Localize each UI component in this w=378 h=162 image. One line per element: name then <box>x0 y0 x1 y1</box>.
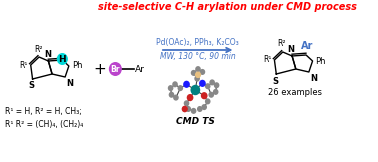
Text: N: N <box>288 45 295 54</box>
Circle shape <box>199 80 206 87</box>
Circle shape <box>194 75 200 82</box>
Circle shape <box>182 106 188 112</box>
Circle shape <box>208 92 214 98</box>
Text: Ar: Ar <box>135 64 145 74</box>
Text: N: N <box>44 50 51 59</box>
Text: H: H <box>59 54 66 64</box>
Circle shape <box>172 81 178 87</box>
Circle shape <box>197 106 203 112</box>
Text: Br: Br <box>111 64 120 74</box>
Text: R¹: R¹ <box>19 60 28 69</box>
Text: Ph: Ph <box>315 57 326 65</box>
Circle shape <box>184 100 189 106</box>
Circle shape <box>168 85 174 91</box>
Text: R²: R² <box>277 40 286 48</box>
Circle shape <box>183 81 190 88</box>
Text: site-selective C-H arylation under CMD process: site-selective C-H arylation under CMD p… <box>99 2 357 12</box>
Text: MW, 130 °C, 90 min: MW, 130 °C, 90 min <box>160 52 235 61</box>
Circle shape <box>178 85 183 91</box>
Text: S: S <box>29 81 35 91</box>
Circle shape <box>195 66 201 72</box>
Circle shape <box>191 85 200 95</box>
Text: 26 examples: 26 examples <box>268 88 322 97</box>
Circle shape <box>191 70 197 76</box>
Text: +: + <box>93 62 106 76</box>
Circle shape <box>205 83 211 89</box>
Text: S: S <box>273 76 278 86</box>
Text: N: N <box>310 74 317 83</box>
Circle shape <box>109 62 122 76</box>
Circle shape <box>209 79 215 85</box>
Circle shape <box>214 82 219 88</box>
Circle shape <box>169 92 174 98</box>
Circle shape <box>191 108 197 114</box>
Text: Ar: Ar <box>301 41 313 51</box>
Text: Pd(OAc)₂, PPh₃, K₂CO₃: Pd(OAc)₂, PPh₃, K₂CO₃ <box>156 38 239 47</box>
Text: R¹ R² = (CH)₄, (CH₂)₄: R¹ R² = (CH)₄, (CH₂)₄ <box>5 120 83 129</box>
Circle shape <box>201 92 208 99</box>
Text: R¹ = H, R² = H, CH₃;: R¹ = H, R² = H, CH₃; <box>5 107 81 116</box>
Circle shape <box>187 94 194 101</box>
Circle shape <box>201 104 207 110</box>
Circle shape <box>186 106 191 112</box>
Text: N: N <box>66 79 73 88</box>
Circle shape <box>205 98 211 104</box>
Circle shape <box>57 53 68 65</box>
Circle shape <box>173 95 179 101</box>
Circle shape <box>213 89 218 95</box>
Text: CMD TS: CMD TS <box>176 117 215 126</box>
Text: R²: R² <box>34 45 42 53</box>
Circle shape <box>195 71 201 78</box>
Circle shape <box>200 69 205 75</box>
Text: Ph: Ph <box>71 62 82 70</box>
Text: R¹: R¹ <box>263 56 271 64</box>
